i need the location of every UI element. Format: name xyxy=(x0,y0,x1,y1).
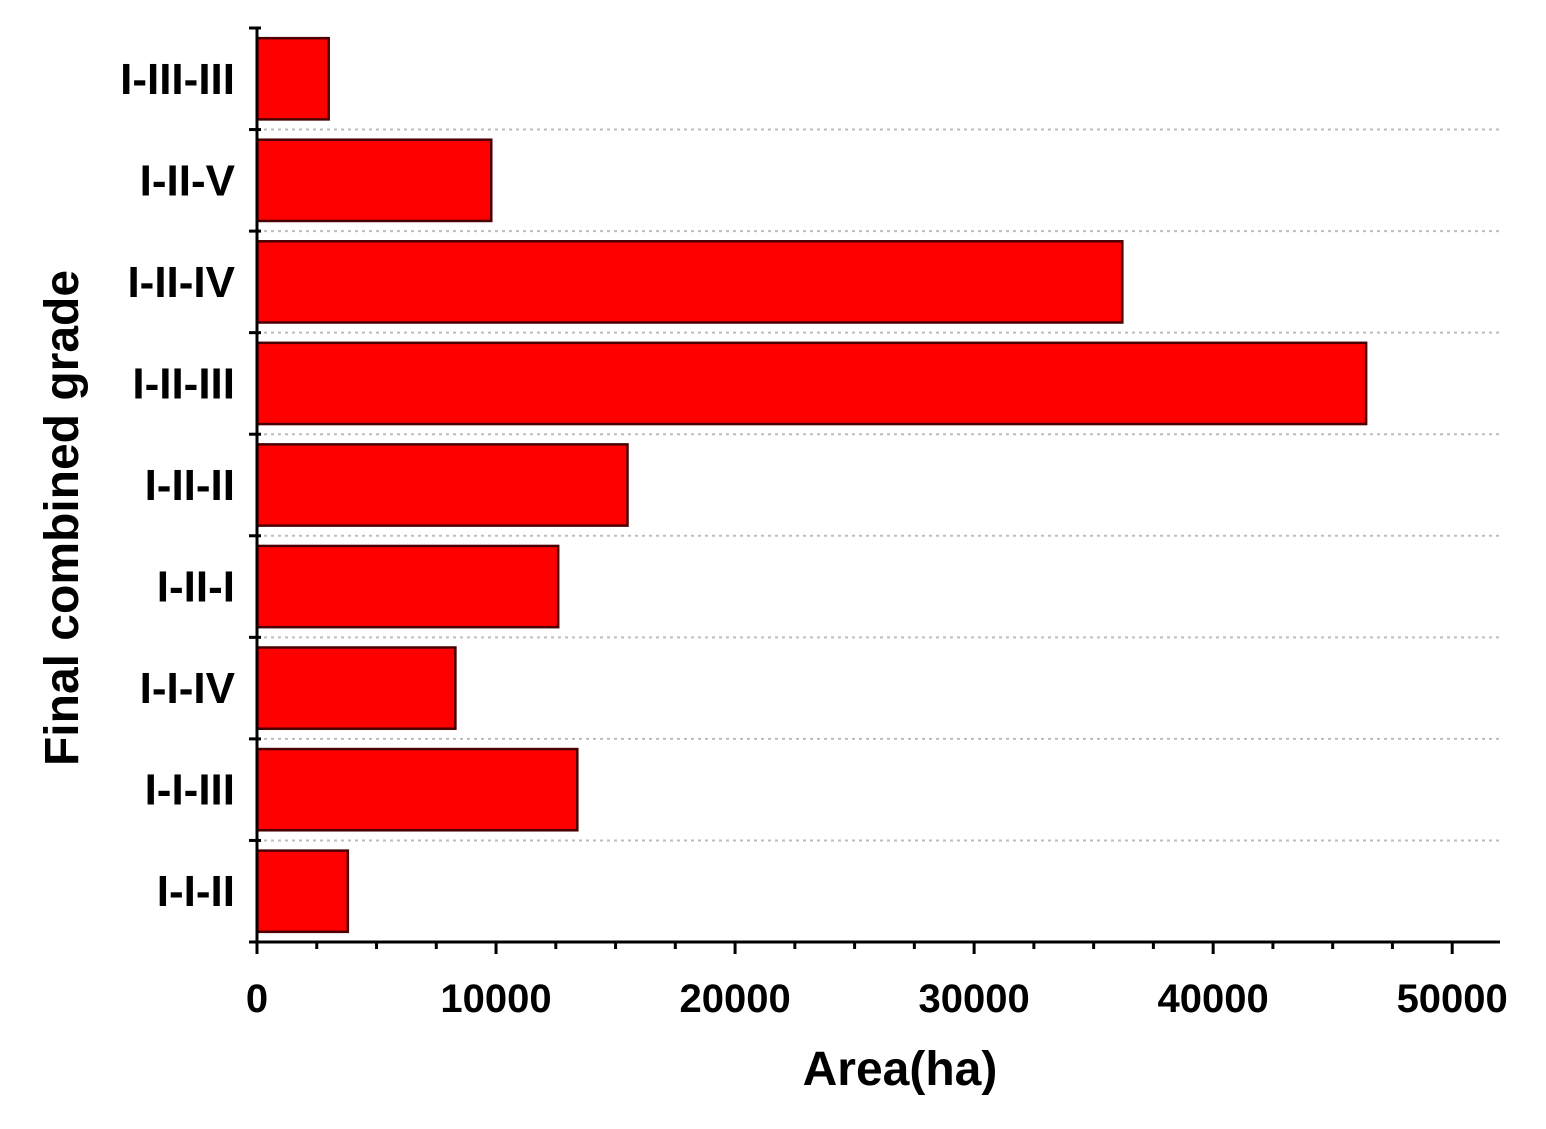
y-tick-label: I-I-IV xyxy=(140,664,236,713)
y-tick-label: I-II-II xyxy=(145,461,235,510)
x-tick-label: 0 xyxy=(246,977,268,1021)
y-tick-label: I-I-III xyxy=(145,766,235,815)
bar xyxy=(255,544,560,629)
x-tick-label: 10000 xyxy=(440,977,551,1021)
x-tick-label: 50000 xyxy=(1397,977,1508,1021)
x-axis-title: Area(ha) xyxy=(803,1043,998,1096)
bar xyxy=(255,240,1124,324)
x-tick-label: 40000 xyxy=(1158,977,1269,1021)
y-tick-label: I-I-II xyxy=(157,867,235,916)
y-tick-label: I-II-III xyxy=(132,359,235,408)
y-tick-labels: I-III-III I-II-V I-II-IV I-II-III I-II-II I-I… xyxy=(120,26,261,944)
bar xyxy=(255,443,629,527)
y-tick-label: I-II-IV xyxy=(127,258,235,307)
bar xyxy=(255,849,350,934)
axes xyxy=(255,28,1500,944)
x-tick-label: 20000 xyxy=(679,977,790,1021)
bar xyxy=(255,646,457,730)
y-tick-label: I-II-I xyxy=(157,563,235,612)
y-axis-title: Final combined grade xyxy=(36,270,89,766)
bars xyxy=(255,36,1368,934)
bar xyxy=(255,36,330,121)
bar xyxy=(255,341,1368,426)
y-tick-label: I-III-III xyxy=(120,55,235,104)
bar xyxy=(255,138,493,223)
bar xyxy=(255,747,579,832)
x-tick-label: 30000 xyxy=(918,977,1029,1021)
x-tick-labels: 0 10000 20000 30000 40000 50000 xyxy=(246,942,1508,1021)
y-tick-label: I-II-V xyxy=(140,156,236,205)
